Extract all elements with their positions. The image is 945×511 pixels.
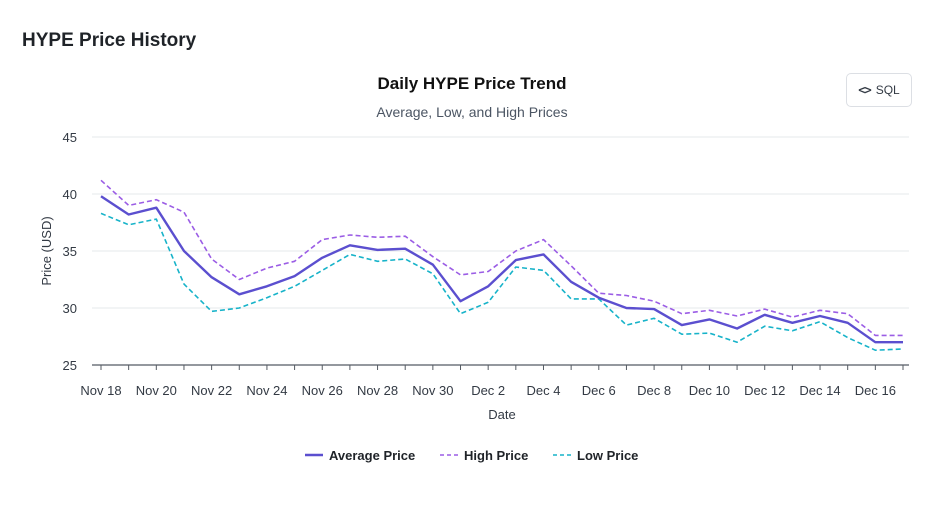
gridlines	[92, 136, 909, 309]
legend-label: Low Price	[577, 448, 638, 463]
y-tick-label: 40	[63, 187, 77, 202]
x-tick-label: Dec 14	[799, 383, 840, 398]
x-tick-label: Nov 28	[357, 383, 398, 398]
series-group	[100, 179, 904, 352]
x-tick-label: Dec 10	[689, 383, 730, 398]
x-tick-label: Dec 16	[855, 383, 896, 398]
x-tick-label: Dec 8	[637, 383, 671, 398]
y-tick-label: 30	[63, 301, 77, 316]
chart-subtitle: Average, Low, and High Prices	[376, 104, 567, 120]
x-axis-label: Date	[488, 407, 515, 422]
legend-label: High Price	[464, 448, 528, 463]
sql-button[interactable]: <> SQL	[846, 73, 912, 107]
legend: Average Price High Price Low Price	[305, 448, 638, 463]
series-line-low-price	[100, 212, 904, 352]
x-tick-label: Dec 2	[471, 383, 505, 398]
series-line-average-price	[100, 195, 903, 344]
y-tick-label: 45	[63, 130, 77, 145]
legend-label: Average Price	[329, 448, 415, 463]
series-line-high-price	[100, 179, 903, 337]
sql-button-label: SQL	[875, 83, 900, 97]
y-tick-label: 35	[63, 244, 77, 259]
x-axis: Nov 18 Nov 20 Nov 22 Nov 24 Nov 26 Nov 28 Nov …	[80, 364, 909, 398]
x-tick-label: Nov 22	[191, 383, 232, 398]
y-axis-label: Price (USD)	[39, 216, 54, 285]
x-tick-label: Nov 30	[412, 383, 453, 398]
x-tick-label: Nov 24	[246, 383, 287, 398]
y-tick-label: 25	[63, 358, 77, 373]
y-axis-ticks: 25 30 35 40 45	[63, 130, 77, 373]
chart-title: Daily HYPE Price Trend	[378, 74, 567, 93]
x-tick-label: Dec 6	[582, 383, 616, 398]
x-tick-label: Nov 26	[302, 383, 343, 398]
x-tick-label: Dec 4	[526, 383, 560, 398]
x-tick-label: Nov 20	[136, 383, 177, 398]
x-tick-label: Nov 18	[80, 383, 121, 398]
code-icon: <>	[858, 83, 871, 97]
page-title: HYPE Price History	[22, 30, 197, 51]
x-tick-label: Dec 12	[744, 383, 785, 398]
